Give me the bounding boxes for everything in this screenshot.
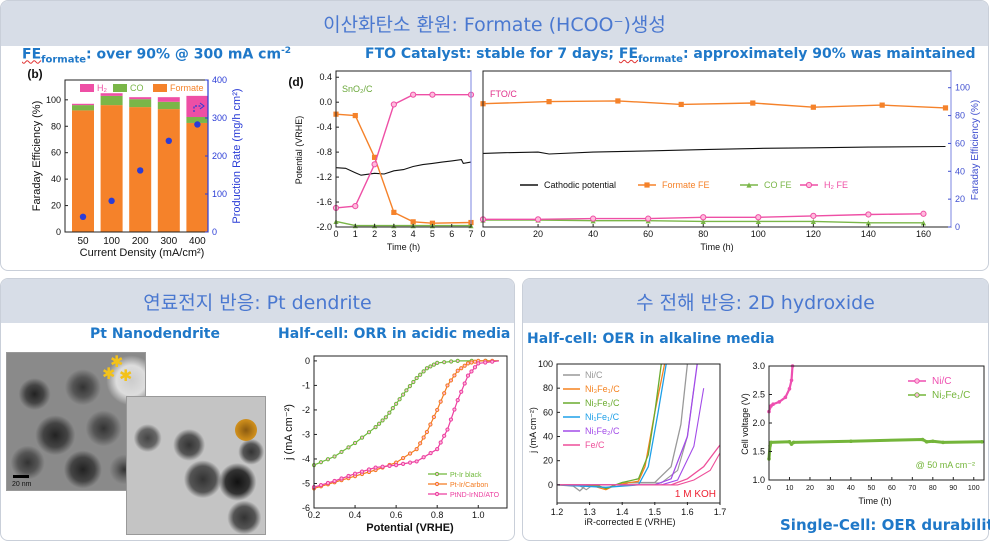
image-caption: Pt Nanodendrite — [90, 326, 220, 342]
fe-caption-sup: -2 — [281, 46, 292, 56]
fe-subscript: formate — [638, 53, 683, 65]
star-icon: ✱ — [119, 368, 133, 385]
star-icon: ✱ — [110, 354, 124, 371]
co2-reduction-panel: 이산화탄소 환원: Formate (HCOO⁻)생성 — [0, 0, 989, 271]
durability-caption: Single-Cell: OER durability — [780, 516, 990, 534]
panel-title: 연료전지 반응: Pt dendrite — [1, 279, 514, 323]
scale-bar — [13, 475, 29, 478]
fe-caption: FEformate: over 90% @ 300 mA cm-2 — [22, 46, 291, 65]
fe-label: FE — [618, 46, 639, 62]
tem-image-nanodendrites: ✱ ✱ ✱ 20 nm — [6, 352, 146, 491]
fe-caption-text: : over 90% @ 300 mA cm — [86, 46, 282, 63]
star-icon: ✱ — [102, 366, 116, 383]
scale-bar-label: 20 nm — [12, 481, 32, 488]
fto-caption: FTO Catalyst: stable for 7 days; FEforma… — [365, 46, 975, 65]
fto-caption-text: : approximately 90% was maintained — [682, 46, 976, 62]
fe-subscript: formate — [41, 54, 87, 66]
fe-label: FE — [22, 46, 42, 63]
oer-caption: Half-cell: OER in alkaline media — [527, 331, 775, 347]
panel-title: 이산화탄소 환원: Formate (HCOO⁻)생성 — [1, 1, 988, 46]
fto-caption-pre: FTO Catalyst: stable for 7 days; — [365, 46, 619, 62]
tem-image-closeup — [126, 396, 266, 535]
panel-title: 수 전해 반응: 2D hydroxide — [523, 279, 988, 323]
water-electrolysis-panel: 수 전해 반응: 2D hydroxide — [522, 278, 989, 541]
dendrite-illustration — [235, 419, 257, 441]
pt-nanodendrite-caption: Pt Nanodendrite — [90, 326, 220, 342]
orr-caption: Half-cell: ORR in acidic media — [278, 326, 511, 342]
